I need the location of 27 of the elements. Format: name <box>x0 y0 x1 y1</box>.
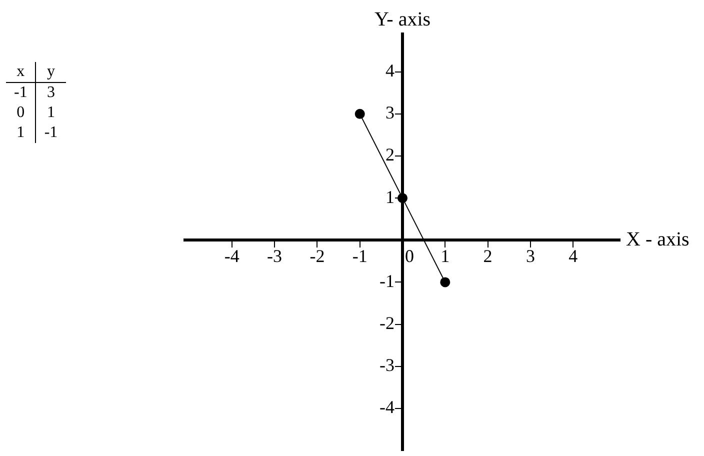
x-tick-label: -1 <box>352 246 368 266</box>
y-tick-label: 2 <box>386 144 394 165</box>
y-tick-label: 1 <box>386 186 394 207</box>
y-tick-label: -3 <box>380 355 394 376</box>
text: 3 <box>46 83 56 103</box>
text: -1 <box>43 123 59 143</box>
y-tick-label: 4 <box>386 60 394 81</box>
text: y <box>36 62 66 82</box>
x-tick-label: -2 <box>310 246 325 266</box>
text: -1 <box>6 82 36 103</box>
text: 1 <box>6 123 36 143</box>
x-tick-label: 3 <box>526 246 535 266</box>
y-tick-label: -2 <box>380 313 394 334</box>
x-tick-label: 2 <box>483 246 492 266</box>
text: 0 <box>6 103 36 123</box>
text: 1 <box>46 103 56 123</box>
x-tick-label: -3 <box>267 246 282 266</box>
y-tick-label: 3 <box>386 102 394 123</box>
x-tick-label: 4 <box>568 246 578 266</box>
x-axis-title: X - axis <box>626 228 690 250</box>
x-tick-label: -4 <box>224 246 240 266</box>
y-axis-title: Y- axis <box>374 8 431 30</box>
text: x <box>6 62 36 82</box>
y-tick-label: -4 <box>380 397 394 418</box>
y-tick-label: -1 <box>380 270 394 291</box>
x-tick-label: 1 <box>440 246 450 266</box>
x-tick-label: 0 <box>405 246 414 266</box>
